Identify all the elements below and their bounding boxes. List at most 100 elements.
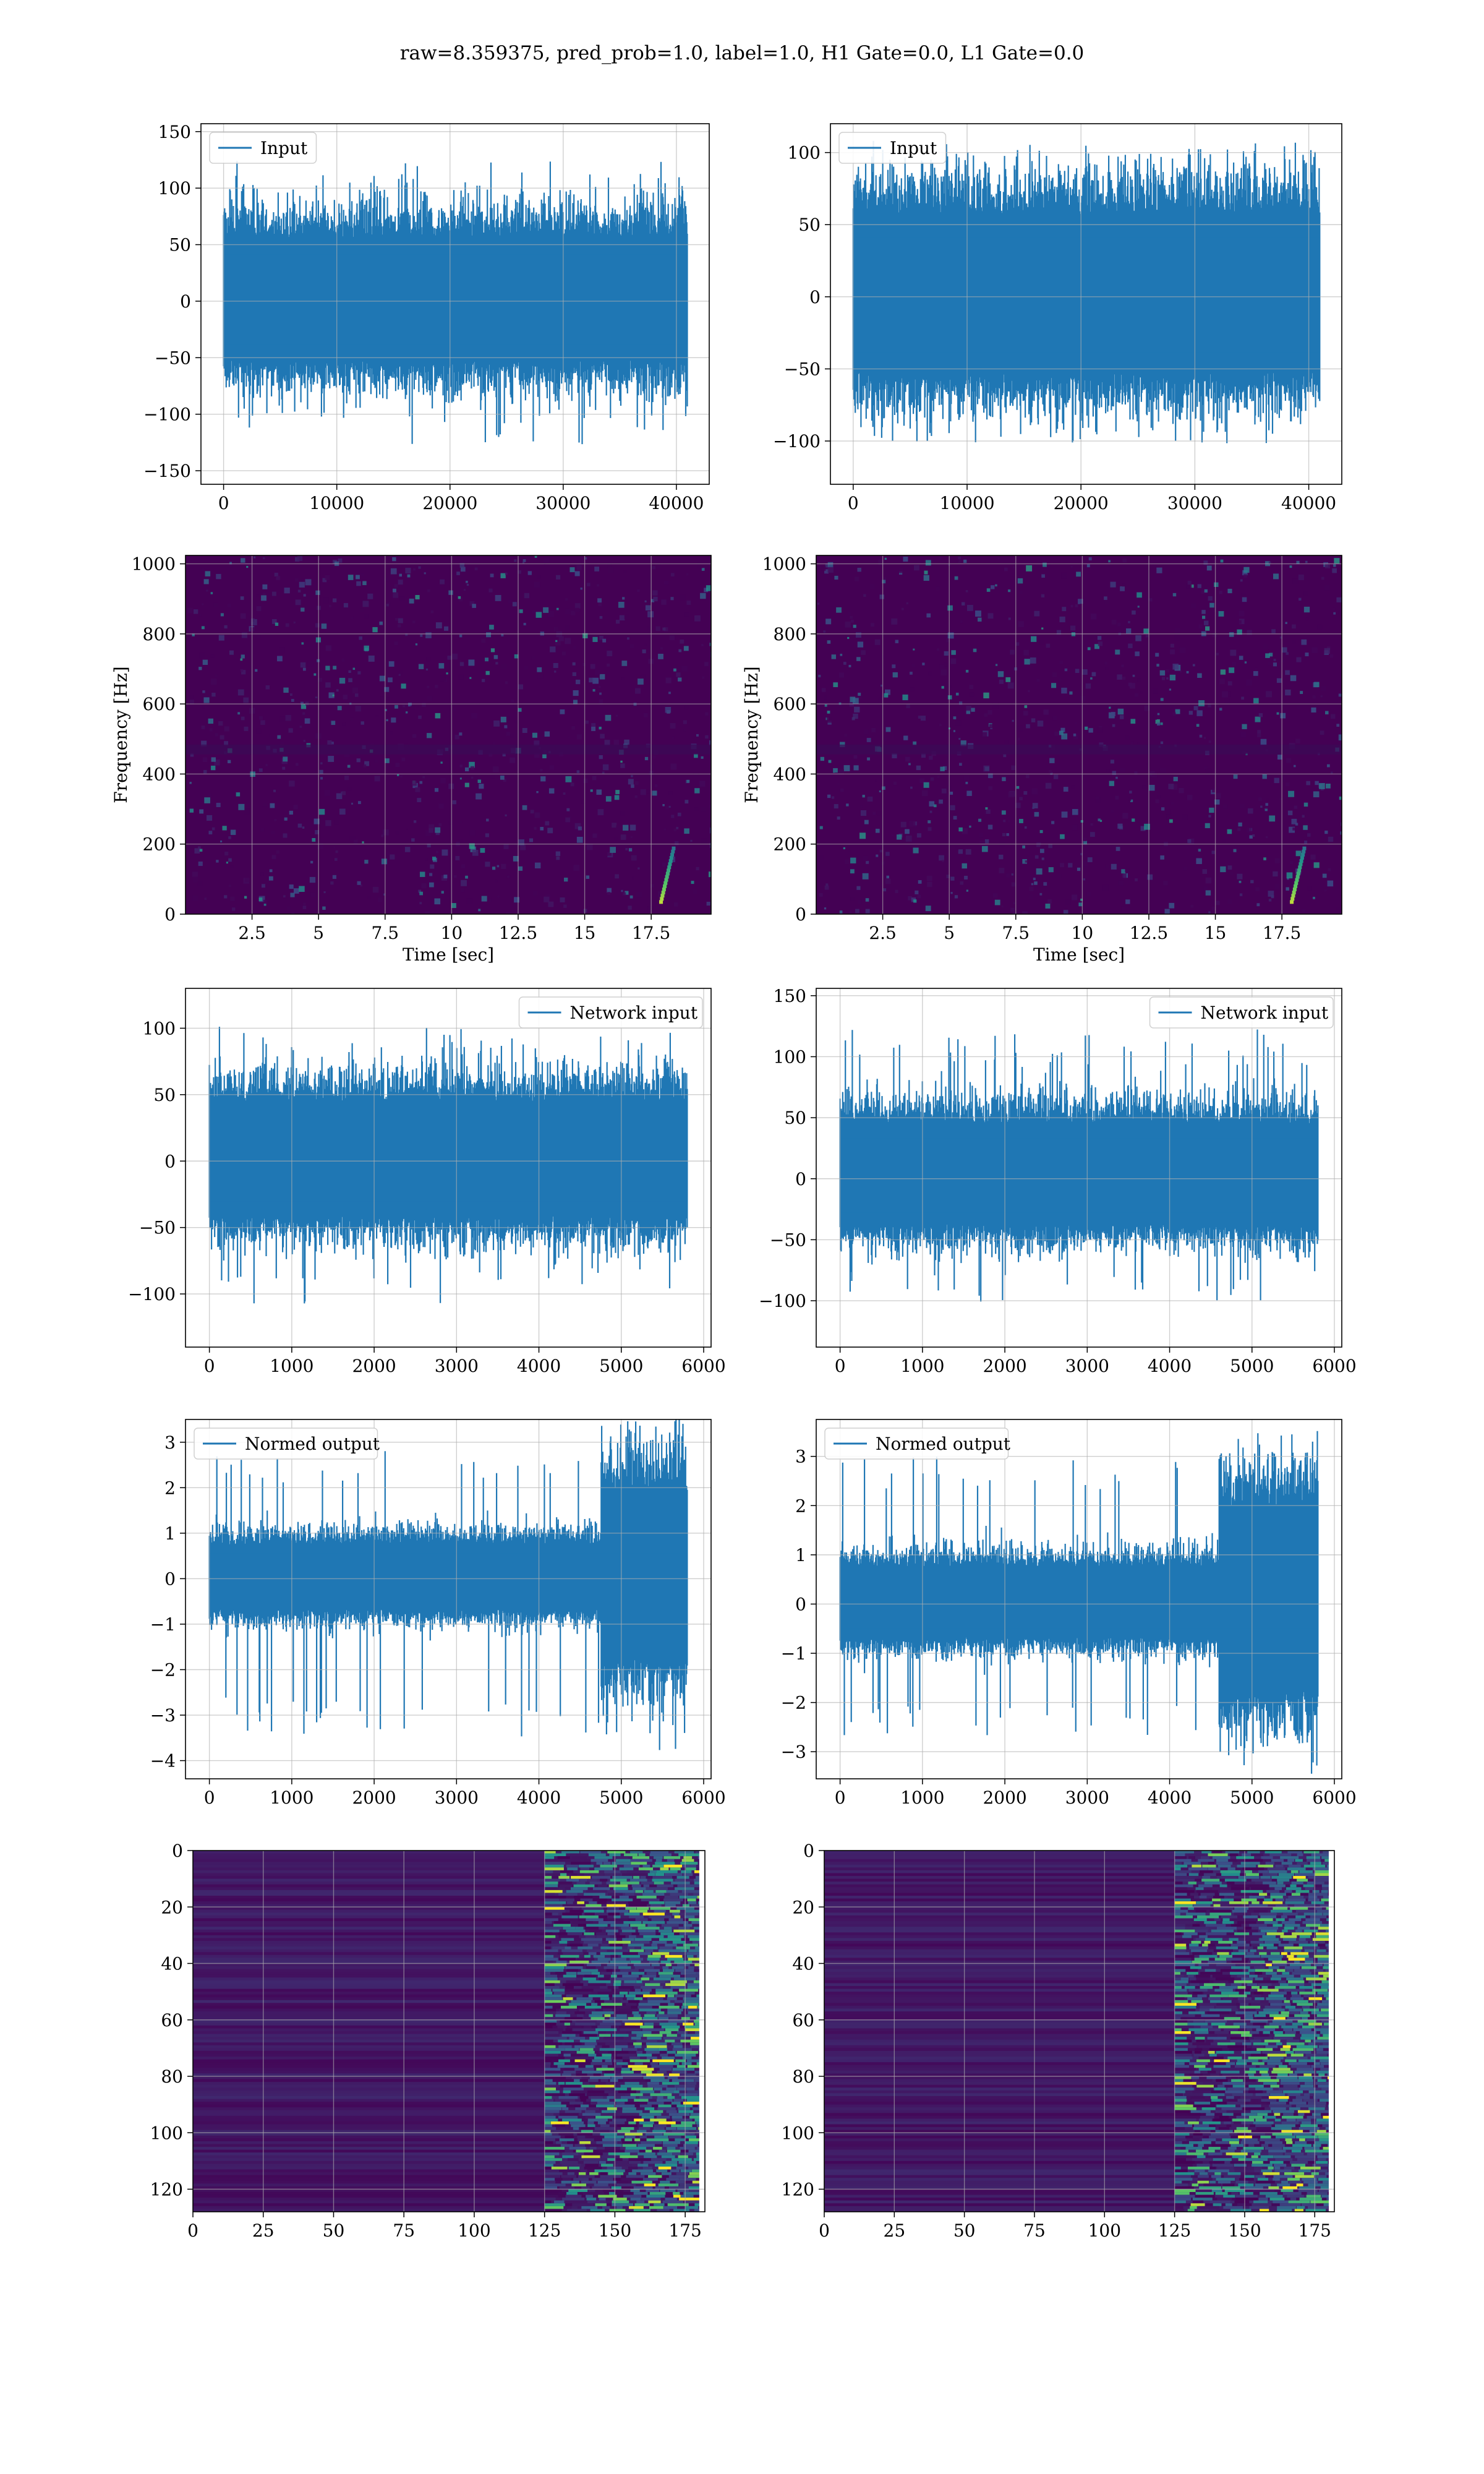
heatmap-cell [1013,902,1016,905]
heatmap-cell [315,696,318,699]
heatmap-cell [445,914,451,920]
heatmap-cell [955,846,959,850]
heatmap-cell [425,668,429,671]
heatmap-row [193,1853,705,1857]
heatmap-cell [624,1853,638,1857]
heatmap-padding [699,1851,705,2212]
heatmap-cell [1174,1856,1187,1860]
heatmap-cell [425,830,432,837]
heatmap-cell [1028,690,1030,692]
heatmap-cell [562,1912,582,1916]
heatmap-cell [540,769,543,772]
heatmap-cell [544,1929,560,1933]
heatmap-cell [1308,1898,1320,1902]
heatmap-cell [947,605,953,611]
x-tick-label: 7.5 [1002,923,1030,943]
heatmap-cell [566,1994,583,1998]
heatmap-row [824,2028,1334,2032]
heatmap-cell [556,2079,571,2082]
heatmap-cell [1222,691,1229,698]
heatmap-cell [1097,727,1103,733]
heatmap-cell [600,2133,618,2136]
heatmap-cell [597,2025,612,2029]
heatmap-cell [1269,653,1273,657]
heatmap-cell [1301,1966,1316,1970]
y-tick-label: 0 [164,1569,176,1589]
heatmap-cell [1312,2164,1331,2167]
heatmap-cell [665,707,672,713]
heatmap-cell [296,763,299,766]
heatmap-cell [589,677,594,683]
heatmap-cell [504,725,508,729]
heatmap-cell [680,2147,695,2151]
heatmap-cell [619,1867,634,1871]
heatmap-cell [1140,826,1146,831]
heatmap-cell [1289,826,1295,833]
heatmap-cell [581,1969,599,1972]
heatmap-cell [285,714,292,721]
heatmap-cell [827,794,831,798]
heatmap-cell [670,597,674,601]
heatmap-cell [1174,1915,1193,1919]
heatmap-cell [672,1941,686,1945]
heatmap-cell [659,1929,672,1933]
y-tick-label: −100 [128,1284,176,1304]
heatmap-cell [302,667,306,671]
heatmap-cell [1191,1949,1208,1953]
heatmap-cell [1188,838,1195,844]
heatmap-cell [642,1988,652,1992]
heatmap-cell [1186,2152,1204,2156]
heatmap-cell [398,618,403,623]
heatmap-cell [1264,2005,1282,2010]
heatmap-cell [1187,839,1192,843]
heatmap-cell [638,678,644,685]
heatmap-cell [1242,2042,1252,2046]
heatmap-cell [1217,2084,1225,2088]
heatmap-cell [685,1909,705,1913]
heatmap-cell [1208,703,1211,708]
heatmap-cell [655,626,660,631]
heatmap-row [193,1867,705,1871]
heatmap-cell [984,839,989,844]
heatmap-cell [621,2070,634,2074]
heatmap-cell [535,612,542,618]
heatmap-cell [1174,2127,1185,2131]
heatmap-row [824,2076,1334,2080]
heatmap-cell [291,913,295,914]
heatmap-cell [567,2158,579,2162]
heatmap-cell [554,2129,576,2133]
heatmap-cell [1265,1972,1277,1975]
heatmap-cell [1332,568,1337,573]
heatmap-row [824,1969,1334,1972]
heatmap-cell [544,2042,563,2046]
heatmap-cell [1267,2062,1282,2066]
x-tick-label: 125 [528,2220,561,2241]
y-tick-label: −100 [759,1291,806,1311]
heatmap-cell [1174,1977,1181,1981]
heatmap-cell [544,2059,552,2063]
heatmap-cell [642,2124,653,2128]
heatmap-cell [644,2014,655,2018]
heatmap-cell [1284,1890,1292,1894]
heatmap-cell [1174,1921,1196,1925]
heatmap-cell [1261,1954,1283,1958]
heatmap-cell [858,899,862,904]
heatmap-cell [624,1980,636,1984]
heatmap-row [824,2008,1334,2012]
heatmap-cell [632,876,634,880]
heatmap-cell [1128,800,1131,803]
heatmap-cell [616,825,621,830]
heatmap-cell [560,2084,581,2088]
heatmap-cell [652,755,656,759]
heatmap-cell [1298,2127,1320,2131]
x-tick-label: 50 [323,2220,345,2241]
y-tick-label: 80 [161,2066,183,2087]
heatmap-row [193,1862,705,1865]
heatmap-row [824,2169,1334,2173]
heatmap-cell [1200,2129,1211,2133]
heatmap-cell [1173,776,1178,782]
heatmap-cell [589,2037,600,2040]
heatmap-cell [1109,706,1111,709]
heatmap-cell [1248,2084,1264,2088]
heatmap-cell [908,763,911,766]
